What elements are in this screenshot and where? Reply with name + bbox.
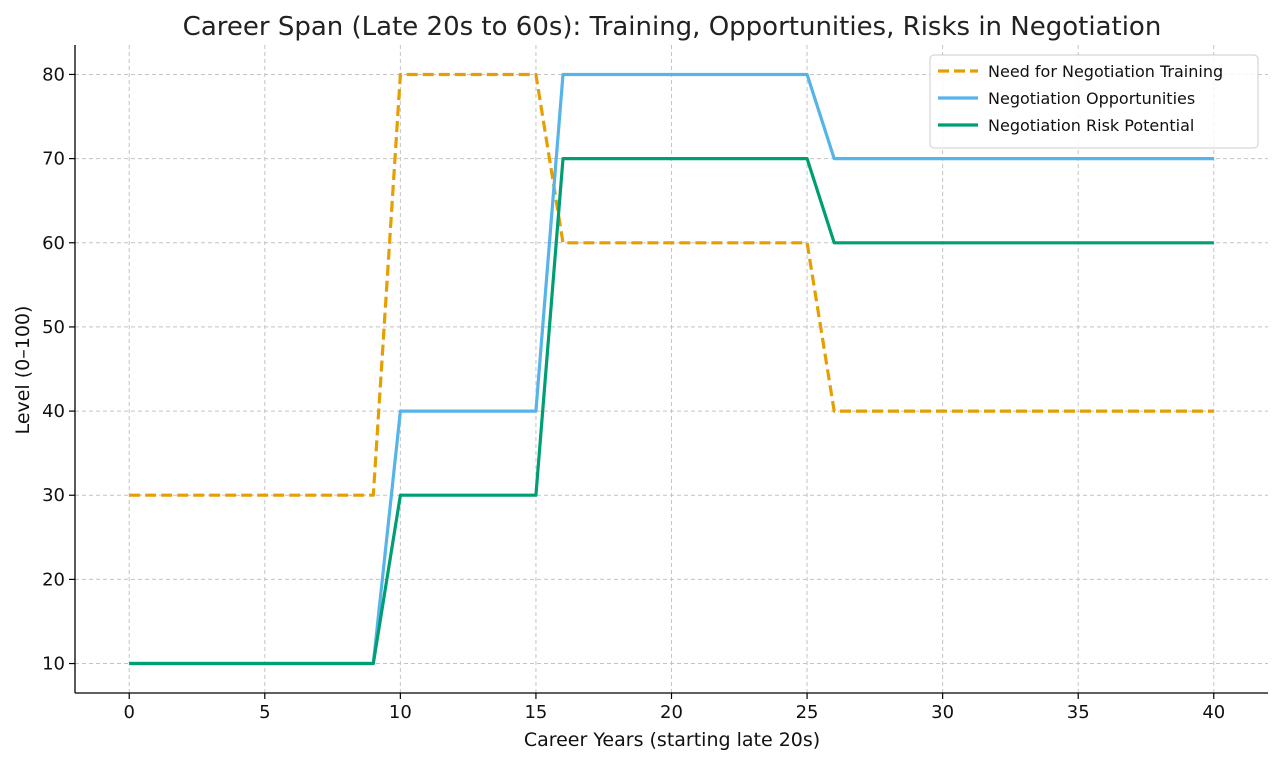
- y-tick-label-60: 60: [42, 233, 65, 254]
- x-tick-label-10: 10: [389, 702, 412, 723]
- legend-label-0: Need for Negotiation Training: [988, 62, 1223, 81]
- chart-title: Career Span (Late 20s to 60s): Training,…: [183, 12, 1162, 42]
- y-tick-label-70: 70: [42, 149, 65, 170]
- x-tick-label-30: 30: [931, 702, 954, 723]
- legend: Need for Negotiation Training Negotiation…: [929, 54, 1259, 149]
- legend-label-1: Negotiation Opportunities: [988, 89, 1195, 108]
- y-axis-label: Level (0–100): [12, 306, 34, 435]
- x-tick-label-40: 40: [1202, 702, 1225, 723]
- series-line-1: [129, 72, 1214, 666]
- legend-box: [929, 54, 1259, 149]
- y-tick-label-40: 40: [42, 401, 65, 422]
- x-tick-label-20: 20: [660, 702, 683, 723]
- x-axis-label: Career Years (starting late 20s): [524, 729, 820, 751]
- y-tick-label-20: 20: [42, 569, 65, 590]
- x-tick-label-35: 35: [1067, 702, 1090, 723]
- y-tick-label-10: 10: [42, 654, 65, 675]
- y-tick-label-80: 80: [42, 64, 65, 85]
- x-tick-label-15: 15: [524, 702, 547, 723]
- series-line-0: [129, 72, 1214, 497]
- series-line-2: [129, 157, 1214, 666]
- y-tick-label-50: 50: [42, 317, 65, 338]
- y-tick-label-30: 30: [42, 485, 65, 506]
- series-lines: [129, 72, 1214, 666]
- legend-label-2: Negotiation Risk Potential: [988, 116, 1194, 135]
- x-tick-label-0: 0: [124, 702, 135, 723]
- y-ticks: 10 20 30 40 50 60 70 80: [42, 64, 75, 675]
- x-tick-label-5: 5: [259, 702, 270, 723]
- x-tick-label-25: 25: [796, 702, 819, 723]
- x-ticks: 0 5 10 15 20 25 30 35 40: [124, 693, 1225, 723]
